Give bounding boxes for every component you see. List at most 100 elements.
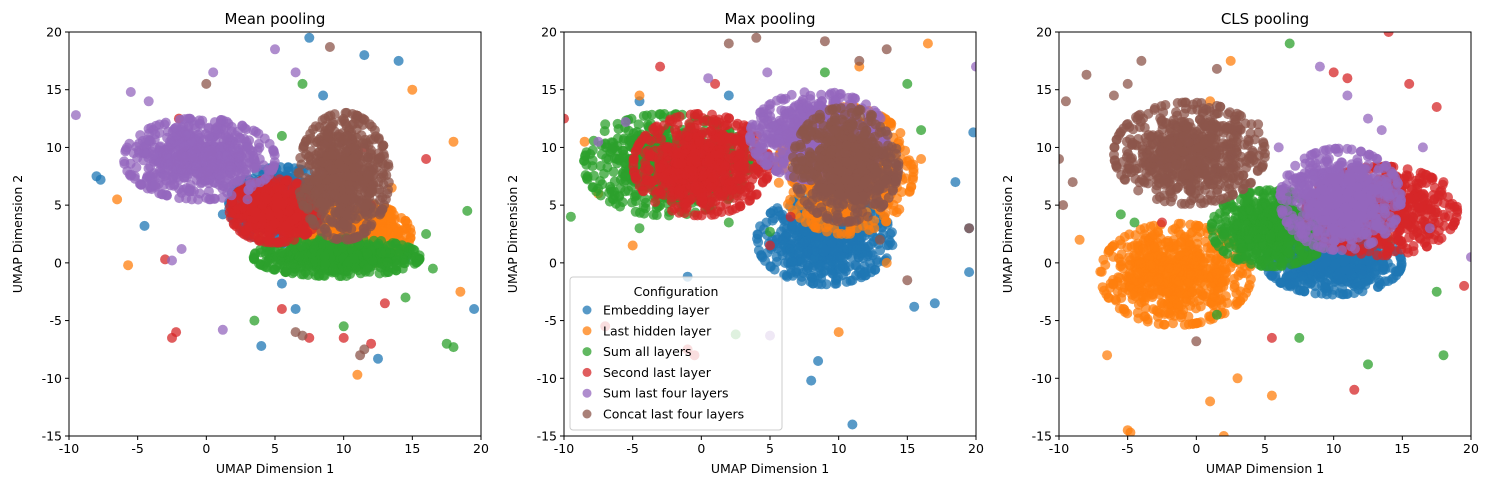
- data-point: [146, 122, 157, 133]
- data-point: [194, 115, 205, 126]
- data-point: [203, 123, 214, 134]
- data-point: [262, 194, 272, 205]
- data-point: [136, 179, 146, 190]
- data-point: [281, 221, 292, 232]
- data-point: [765, 208, 776, 218]
- data-point-outlier: [421, 229, 432, 239]
- data-point: [291, 179, 302, 190]
- data-point: [224, 141, 235, 152]
- data-point: [186, 148, 197, 159]
- y-tick-label: -5: [50, 313, 62, 328]
- data-point: [338, 219, 349, 229]
- data-point-outlier: [270, 44, 280, 55]
- x-tick-label: 5: [271, 441, 279, 456]
- data-point-outlier: [112, 194, 123, 205]
- data-point: [819, 246, 829, 257]
- x-tick-label: 10: [336, 441, 352, 456]
- data-point: [326, 121, 337, 132]
- x-axis-label: UMAP Dimension 1: [216, 461, 334, 476]
- data-point: [327, 217, 338, 228]
- data-point: [834, 264, 845, 274]
- data-point: [124, 138, 135, 149]
- data-point-outlier: [462, 205, 473, 216]
- data-point: [815, 260, 826, 271]
- data-point: [303, 270, 313, 280]
- data-point: [173, 150, 184, 161]
- data-point-outlier: [379, 298, 390, 309]
- data-point: [329, 189, 340, 200]
- data-point: [269, 264, 280, 275]
- data-point: [752, 233, 762, 244]
- data-point: [375, 207, 386, 218]
- data-point: [150, 179, 161, 190]
- data-point: [315, 197, 326, 208]
- data-point-outlier: [813, 356, 824, 366]
- data-point: [195, 167, 206, 178]
- data-point: [810, 236, 821, 247]
- data-point: [326, 164, 337, 175]
- data-point: [351, 232, 361, 243]
- data-point-outlier: [70, 110, 81, 121]
- data-point: [405, 233, 416, 244]
- data-point: [348, 253, 359, 264]
- data-point: [343, 266, 354, 276]
- data-point: [362, 248, 373, 259]
- data-point-outlier: [95, 174, 106, 185]
- data-point: [385, 212, 396, 223]
- series-0: [634, 90, 976, 430]
- data-point: [166, 138, 177, 149]
- data-point: [124, 169, 135, 180]
- y-tick-label: -15: [42, 429, 62, 444]
- data-point: [310, 121, 321, 132]
- data-point: [307, 214, 318, 225]
- data-point: [845, 275, 856, 286]
- data-point: [221, 116, 232, 127]
- data-point: [382, 257, 393, 268]
- data-point: [179, 114, 190, 125]
- data-point: [357, 138, 368, 149]
- data-point: [315, 219, 326, 230]
- data-point: [769, 264, 780, 275]
- data-point-outlier: [217, 324, 228, 335]
- data-point: [140, 137, 151, 148]
- data-point: [217, 192, 228, 203]
- data-point-outlier: [338, 332, 349, 343]
- data-point: [135, 130, 146, 141]
- data-point: [367, 162, 378, 172]
- data-points: [70, 32, 480, 380]
- data-point: [393, 226, 404, 237]
- data-point: [305, 133, 316, 144]
- x-tick-label: -10: [59, 441, 79, 456]
- data-point: [872, 257, 883, 268]
- data-point: [339, 193, 350, 204]
- data-point-outlier: [352, 369, 363, 380]
- x-tick-label: 0: [202, 441, 210, 456]
- data-point-outlier: [806, 375, 817, 386]
- data-point-outlier: [318, 90, 329, 101]
- data-point: [298, 140, 309, 151]
- data-point-outlier: [304, 32, 315, 43]
- data-point: [314, 147, 325, 158]
- data-point: [791, 266, 802, 277]
- data-point-outlier: [393, 55, 404, 66]
- data-point: [222, 133, 233, 144]
- data-point: [249, 154, 260, 164]
- data-point: [277, 247, 288, 258]
- data-point: [411, 252, 422, 262]
- data-point-outlier: [407, 84, 418, 95]
- data-point: [267, 164, 278, 175]
- data-point-outlier: [909, 301, 920, 312]
- data-point: [288, 259, 299, 270]
- data-point: [339, 134, 350, 145]
- data-point-outlier: [950, 177, 961, 188]
- data-point: [858, 253, 868, 264]
- data-point: [203, 130, 214, 141]
- data-point: [147, 172, 158, 183]
- data-point: [149, 142, 160, 153]
- data-point: [327, 149, 337, 160]
- data-point-outlier: [366, 338, 377, 349]
- data-point-outlier: [171, 327, 182, 338]
- data-point: [171, 122, 182, 133]
- data-point-outlier: [421, 154, 432, 164]
